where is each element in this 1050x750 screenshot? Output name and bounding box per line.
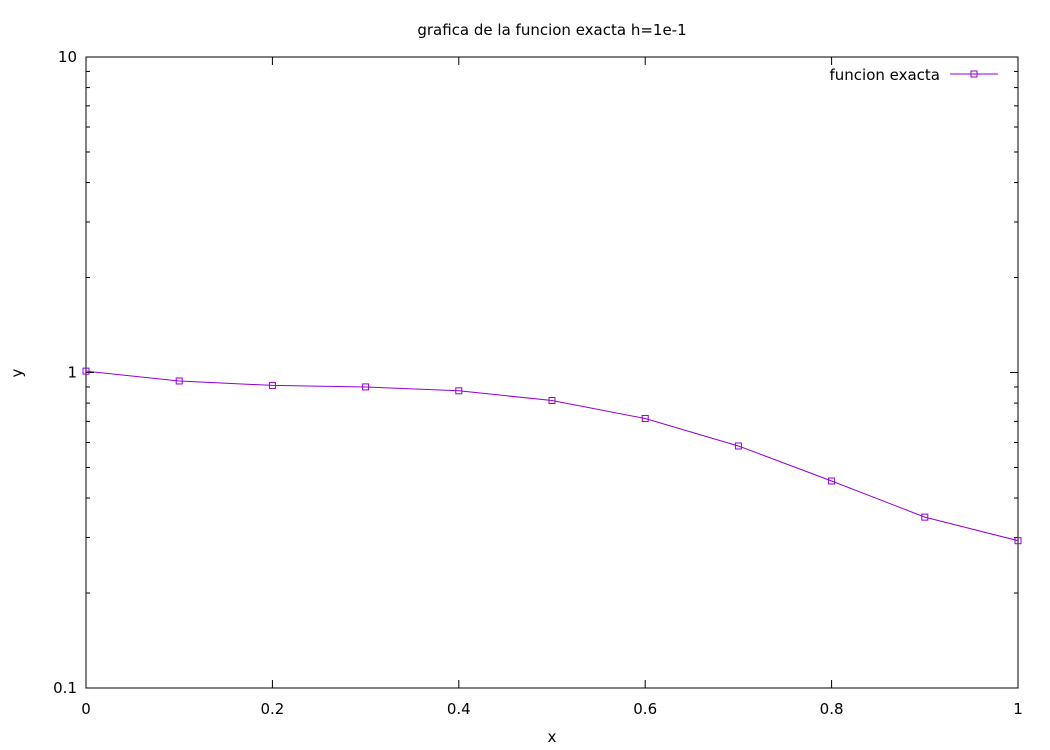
y-tick-label: 10 [58,48,77,66]
legend-marker-sample [970,70,978,78]
y-tick-label: 1 [67,364,77,382]
series-line [85,370,1019,542]
y-axis: 0.1 1 10 [53,48,1018,697]
data-point [921,513,929,521]
y-tick-label: 0.1 [53,679,77,697]
y-axis-label: y [8,368,26,377]
x-tick-label: 0.4 [447,700,471,718]
x-tick-label: 0 [81,700,91,718]
plot-frame [85,56,1019,689]
data-point [268,381,276,389]
chart-title: grafica de la funcion exacta h=1e-1 [417,21,686,39]
data-point [82,367,90,375]
data-point [362,383,370,391]
x-axis-label: x [548,728,557,746]
data-point [455,387,463,395]
data-point [1014,537,1022,545]
legend-label: funcion exacta [829,66,940,84]
data-point [828,477,836,485]
series-layer [82,367,1022,545]
x-tick-label: 0.2 [260,700,284,718]
data-point [734,442,742,450]
legend: funcion exacta [829,66,998,84]
x-tick-label: 0.6 [633,700,657,718]
x-tick-label: 1 [1013,700,1023,718]
x-axis: 0 0.2 0.4 0.6 0.8 1 [81,57,1023,718]
x-tick-label: 0.8 [820,700,844,718]
data-point [641,414,649,422]
data-point [175,377,183,385]
data-point [548,397,556,405]
